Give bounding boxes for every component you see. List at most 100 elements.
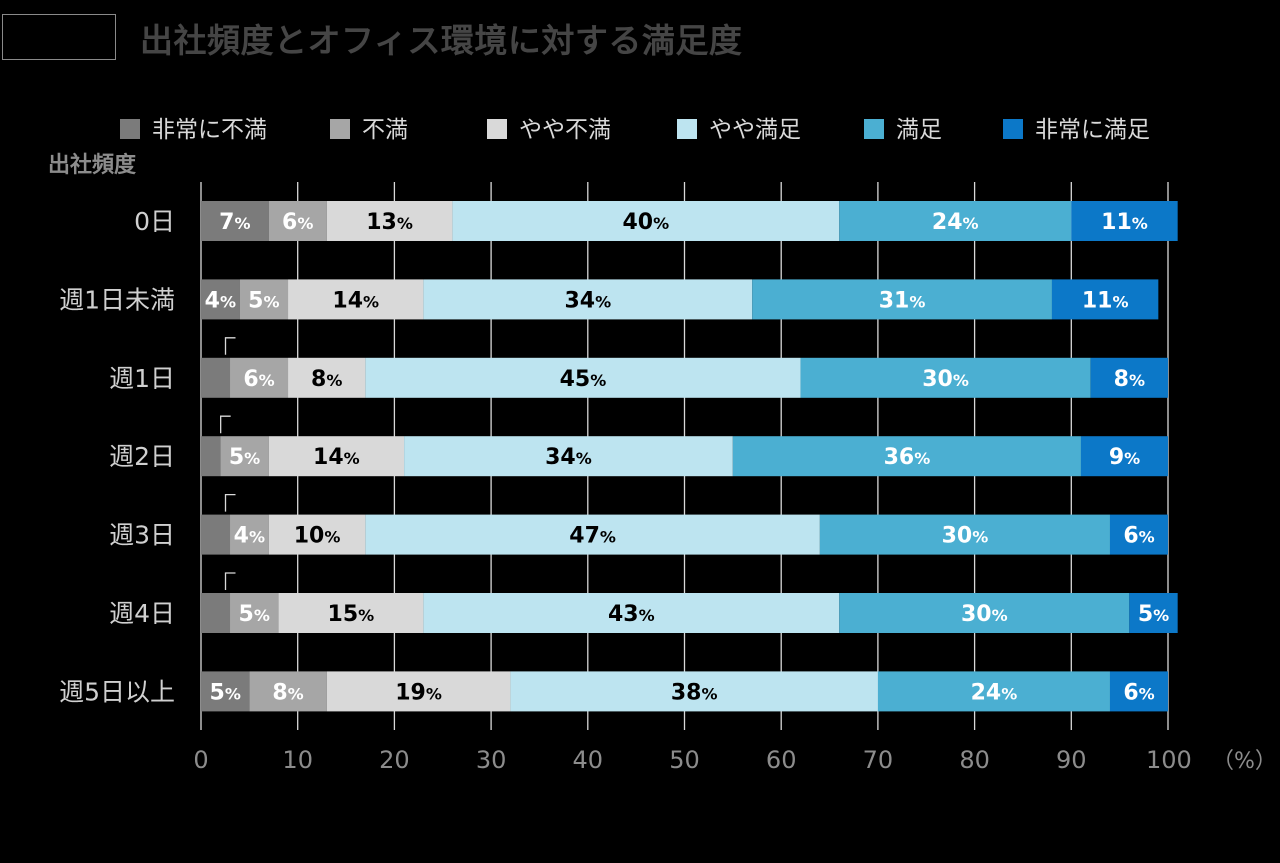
bar-segment-7-1 bbox=[201, 671, 250, 712]
x-tick-label-80: 80 bbox=[959, 746, 990, 774]
data-label-3-4: 45% bbox=[560, 367, 607, 392]
leader-line-3 bbox=[224, 337, 236, 355]
bar-segment-1-6 bbox=[1071, 201, 1178, 241]
bar-segment-2-3 bbox=[288, 279, 424, 320]
data-label-7-1: 5% bbox=[210, 680, 241, 705]
data-label-7-5: 24% bbox=[971, 680, 1018, 705]
data-label-1-3: 13% bbox=[366, 210, 413, 235]
bar-segment-2-2 bbox=[239, 279, 289, 320]
legend-label-6: 非常に満足 bbox=[1035, 117, 1150, 143]
legend-label-1: 非常に不満 bbox=[152, 117, 267, 143]
data-label-1-4: 40% bbox=[622, 210, 669, 235]
bar-segment-1-4 bbox=[452, 201, 840, 241]
bar-segment-4-4 bbox=[404, 436, 733, 477]
legend-label-2: 不満 bbox=[362, 117, 408, 143]
category-label-5: 週3日 bbox=[109, 521, 175, 550]
data-label-1-6: 11% bbox=[1101, 210, 1148, 235]
legend-swatch-1 bbox=[120, 119, 140, 139]
bar-segment-5-2 bbox=[230, 514, 269, 555]
data-label-5-2: 4% bbox=[234, 524, 265, 549]
data-label-7-3: 19% bbox=[395, 680, 442, 705]
bar-segment-7-2 bbox=[249, 671, 327, 712]
data-label-5-5: 30% bbox=[942, 524, 989, 549]
bar-segment-1-3 bbox=[326, 201, 453, 241]
data-label-4-6: 9% bbox=[1109, 445, 1140, 470]
legend-swatch-4 bbox=[677, 119, 697, 139]
legend-swatch-3 bbox=[487, 119, 507, 139]
data-label-2-4: 34% bbox=[564, 288, 611, 313]
data-label-6-5: 30% bbox=[961, 602, 1008, 627]
x-tick-label-100: 100 bbox=[1146, 746, 1192, 774]
title-box bbox=[2, 14, 116, 60]
bar-segment-4-5 bbox=[732, 436, 1081, 477]
legend-swatch-5 bbox=[864, 119, 884, 139]
x-tick-label-0: 0 bbox=[193, 746, 208, 774]
bar-segment-5-4 bbox=[365, 514, 820, 555]
data-label-3-5: 30% bbox=[922, 367, 969, 392]
x-tick-label-20: 20 bbox=[379, 746, 410, 774]
bar-segment-7-5 bbox=[877, 671, 1110, 712]
data-label-4-5: 36% bbox=[884, 445, 931, 470]
category-label-7: 週5日以上 bbox=[59, 677, 175, 706]
data-label-3-2: 6% bbox=[243, 367, 274, 392]
category-label-1: 0日 bbox=[134, 207, 175, 236]
data-label-3-3: 8% bbox=[311, 367, 342, 392]
bar-segment-5-3 bbox=[268, 514, 366, 555]
bar-segment-3-2 bbox=[230, 357, 289, 398]
x-axis-unit: （%） bbox=[1212, 749, 1277, 774]
data-label-2-5: 31% bbox=[879, 288, 926, 313]
category-label-6: 週4日 bbox=[109, 599, 175, 628]
bar-segment-7-4 bbox=[510, 671, 878, 712]
legend-swatch-2 bbox=[330, 119, 350, 139]
data-label-4-4: 34% bbox=[545, 445, 592, 470]
bar-segment-3-6 bbox=[1090, 357, 1168, 398]
data-label-5-4: 47% bbox=[569, 524, 616, 549]
data-label-2-2: 5% bbox=[248, 288, 279, 313]
x-tick-label-60: 60 bbox=[766, 746, 797, 774]
legend-swatch-6 bbox=[1003, 119, 1023, 139]
bar-segment-5-1 bbox=[201, 514, 231, 555]
bar-segment-6-6 bbox=[1129, 593, 1178, 633]
data-label-7-6: 6% bbox=[1123, 680, 1154, 705]
x-tick-label-40: 40 bbox=[573, 746, 604, 774]
data-label-7-2: 8% bbox=[272, 680, 303, 705]
x-tick-label-70: 70 bbox=[863, 746, 894, 774]
category-label-4: 週2日 bbox=[109, 442, 175, 471]
data-label-1-2: 6% bbox=[282, 210, 313, 235]
x-tick-label-90: 90 bbox=[1056, 746, 1087, 774]
data-label-6-6: 5% bbox=[1138, 602, 1169, 627]
y-axis-title: 出社頻度 bbox=[48, 152, 137, 178]
bar-segment-1-5 bbox=[839, 201, 1072, 241]
legend-label-4: やや満足 bbox=[709, 117, 801, 143]
bar-segment-3-4 bbox=[365, 357, 801, 398]
data-label-2-6: 11% bbox=[1082, 288, 1129, 313]
bar-segment-4-1 bbox=[201, 436, 221, 477]
data-label-1-5: 24% bbox=[932, 210, 979, 235]
bar-segment-1-1 bbox=[201, 201, 269, 241]
data-label-4-2: 5% bbox=[229, 445, 260, 470]
bar-segment-6-3 bbox=[278, 593, 424, 633]
bar-segment-2-1 bbox=[201, 279, 240, 320]
legend-label-3: やや不満 bbox=[519, 117, 611, 143]
bar-segment-1-2 bbox=[268, 201, 327, 241]
data-label-7-4: 38% bbox=[671, 680, 718, 705]
leader-line-5 bbox=[224, 493, 236, 512]
bar-segment-3-3 bbox=[288, 357, 366, 398]
data-label-6-3: 15% bbox=[328, 602, 375, 627]
bar-segment-7-3 bbox=[326, 671, 511, 712]
data-label-1-1: 7% bbox=[219, 210, 250, 235]
category-label-3: 週1日 bbox=[109, 364, 175, 393]
data-label-3-6: 8% bbox=[1114, 367, 1145, 392]
bar-segment-6-4 bbox=[423, 593, 840, 633]
data-label-2-1: 4% bbox=[205, 288, 236, 313]
bar-segment-4-3 bbox=[268, 436, 405, 477]
category-label-2: 週1日未満 bbox=[59, 285, 175, 314]
leader-line-4 bbox=[220, 415, 231, 434]
bar-segment-3-1 bbox=[201, 357, 231, 398]
data-label-2-3: 14% bbox=[332, 288, 379, 313]
bar-segment-4-6 bbox=[1080, 436, 1168, 477]
bar-segment-5-5 bbox=[819, 514, 1110, 555]
bar-segment-2-4 bbox=[423, 279, 753, 320]
data-label-6-4: 43% bbox=[608, 602, 655, 627]
